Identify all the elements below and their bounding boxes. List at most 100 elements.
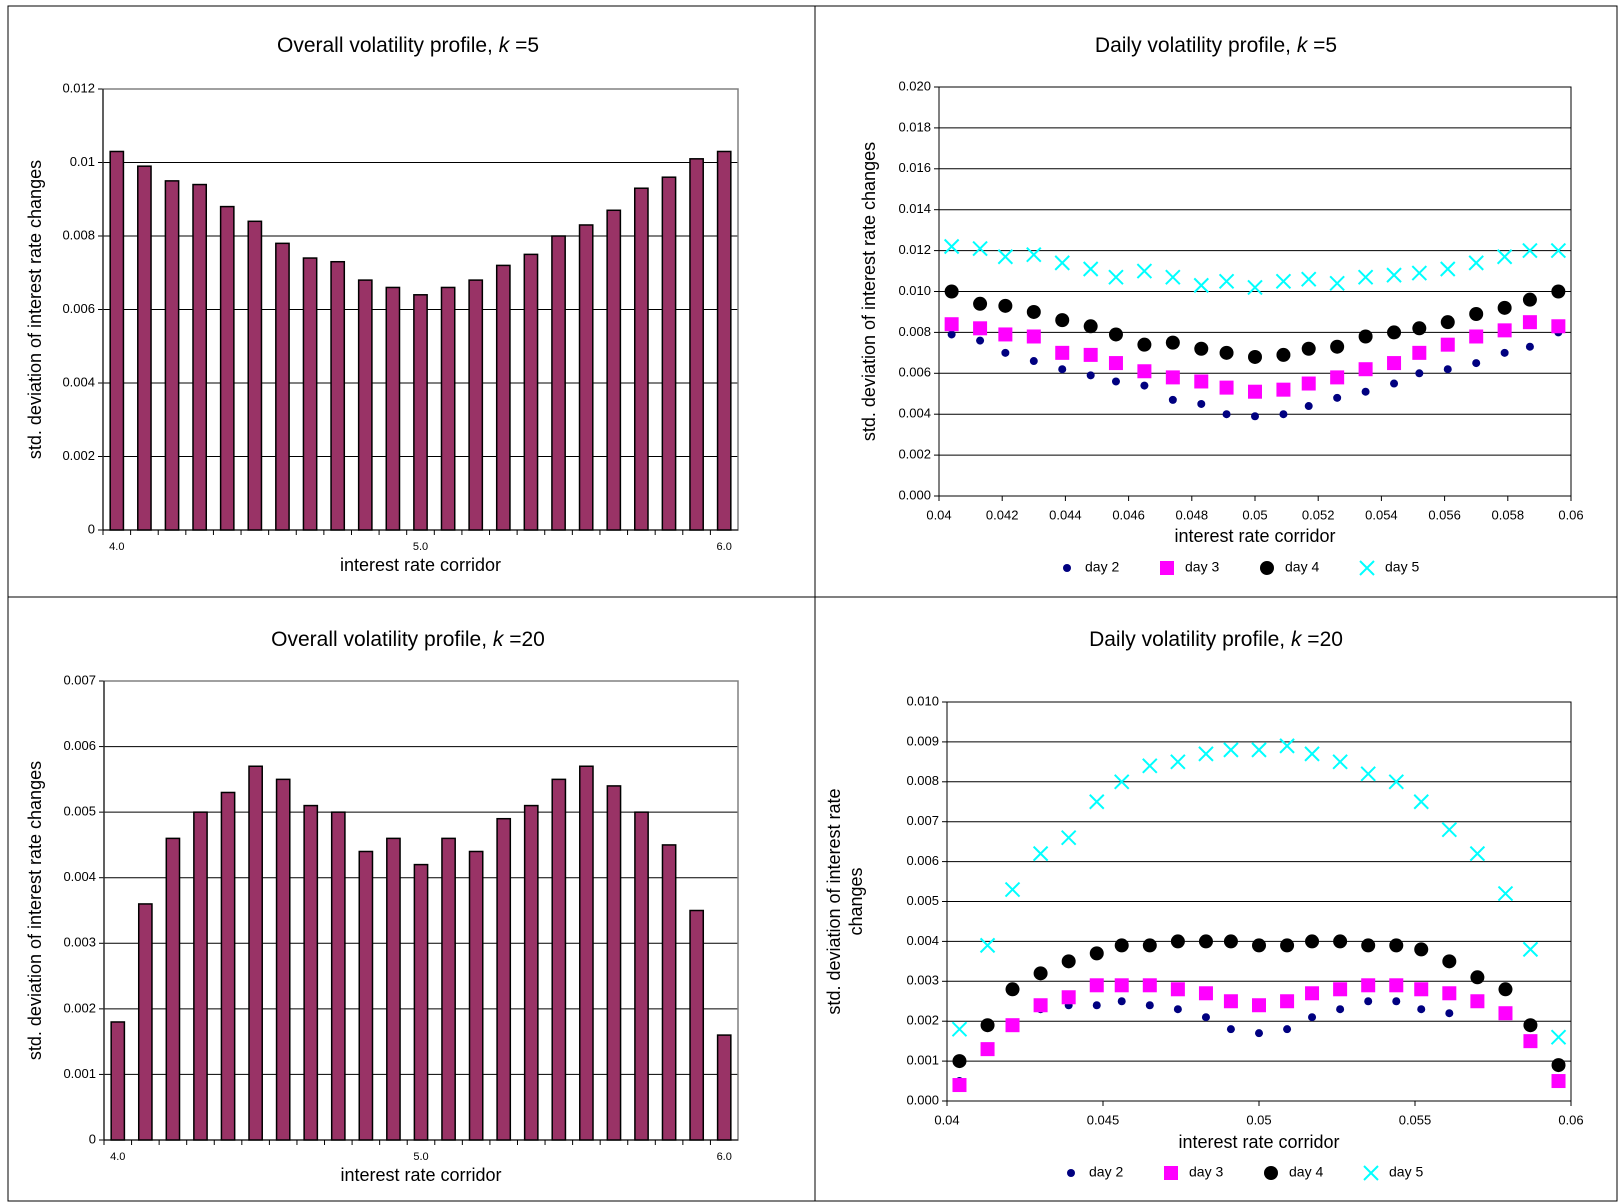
legend-label: day 4 bbox=[1285, 559, 1319, 575]
x-tick-label: 0.045 bbox=[1087, 1112, 1120, 1127]
marker bbox=[1033, 998, 1048, 1013]
marker bbox=[1194, 374, 1209, 389]
y-tick-label: 0.006 bbox=[906, 853, 939, 868]
y-tick-label: 0.001 bbox=[906, 1053, 939, 1068]
legend-label: day 5 bbox=[1385, 559, 1419, 575]
marker bbox=[1114, 774, 1130, 790]
marker bbox=[1165, 335, 1180, 350]
marker bbox=[1551, 1058, 1566, 1073]
marker bbox=[1108, 269, 1124, 285]
x-tick-label: 0.048 bbox=[1176, 507, 1209, 522]
bar bbox=[495, 264, 511, 531]
y-tick-label: 0.012 bbox=[898, 242, 931, 257]
marker bbox=[1469, 306, 1484, 321]
marker bbox=[1026, 246, 1042, 263]
marker bbox=[1308, 1013, 1317, 1022]
marker bbox=[1117, 997, 1126, 1006]
marker bbox=[1260, 561, 1274, 575]
marker bbox=[1333, 393, 1342, 402]
bar bbox=[606, 209, 622, 531]
bar bbox=[551, 778, 567, 1141]
y-tick-label: 0.018 bbox=[898, 119, 931, 134]
marker bbox=[1301, 376, 1316, 391]
marker bbox=[1114, 978, 1129, 993]
marker bbox=[1170, 934, 1185, 949]
marker bbox=[1363, 1165, 1379, 1181]
marker bbox=[1089, 978, 1104, 993]
y-tick-label: 0.008 bbox=[62, 227, 95, 242]
y-axis-label: std. deviation of interest rate changes bbox=[824, 788, 866, 1014]
marker bbox=[1280, 938, 1295, 953]
y-tick-label: 0.016 bbox=[898, 160, 931, 175]
y-tick-label: 0.003 bbox=[63, 935, 96, 950]
bar bbox=[247, 220, 263, 531]
x-tick-label: 5.0 bbox=[413, 1151, 428, 1163]
y-tick-label: 0.006 bbox=[898, 365, 931, 380]
y-tick-label: 0.004 bbox=[898, 406, 931, 421]
marker bbox=[1305, 934, 1320, 949]
marker bbox=[1497, 885, 1514, 902]
bar bbox=[578, 224, 594, 531]
marker bbox=[1160, 561, 1174, 575]
marker bbox=[1055, 345, 1070, 360]
marker bbox=[1005, 1018, 1020, 1033]
marker bbox=[1114, 938, 1129, 953]
y-tick-label: 0.006 bbox=[62, 301, 95, 316]
marker bbox=[998, 298, 1013, 313]
marker bbox=[1498, 1006, 1513, 1021]
marker bbox=[1137, 364, 1152, 379]
marker bbox=[1523, 1018, 1538, 1033]
bar bbox=[193, 811, 208, 1141]
marker bbox=[944, 284, 959, 299]
marker bbox=[1092, 1001, 1101, 1010]
bar bbox=[440, 286, 456, 531]
bar bbox=[385, 286, 401, 531]
marker bbox=[1223, 742, 1239, 758]
marker bbox=[1218, 273, 1235, 289]
marker bbox=[1219, 380, 1234, 395]
marker bbox=[1358, 362, 1373, 377]
marker bbox=[1251, 742, 1267, 758]
y-tick-label: 0.002 bbox=[906, 1013, 939, 1028]
marker bbox=[1165, 269, 1181, 285]
bar bbox=[468, 279, 484, 531]
title-part: Daily volatility profile, bbox=[1095, 34, 1297, 57]
marker bbox=[1522, 941, 1539, 958]
bar bbox=[579, 765, 594, 1141]
y-tick-label: 0.01 bbox=[70, 154, 95, 169]
marker bbox=[1414, 942, 1429, 957]
x-axis-label: interest rate corridor bbox=[340, 1165, 501, 1185]
y-tick-label: 0.003 bbox=[906, 973, 939, 988]
marker bbox=[1469, 845, 1486, 862]
marker bbox=[1336, 1005, 1345, 1014]
x-axis-label: interest rate corridor bbox=[1174, 526, 1335, 546]
legend-label: day 2 bbox=[1085, 559, 1119, 575]
legend-label: day 3 bbox=[1185, 559, 1219, 575]
bar bbox=[606, 785, 622, 1141]
marker bbox=[1304, 402, 1313, 411]
marker bbox=[1165, 370, 1180, 385]
marker bbox=[1389, 978, 1404, 993]
marker bbox=[1360, 766, 1376, 782]
marker bbox=[1276, 347, 1291, 362]
marker bbox=[1283, 1025, 1292, 1034]
x-tick-label: 4.0 bbox=[109, 541, 124, 553]
title-part: =20 bbox=[1301, 628, 1342, 651]
bar bbox=[661, 844, 677, 1141]
x-tick-label: 6.0 bbox=[717, 541, 732, 553]
marker bbox=[1525, 342, 1534, 351]
marker bbox=[944, 317, 959, 332]
marker bbox=[1264, 1166, 1278, 1180]
y-tick-label: 0.005 bbox=[63, 804, 96, 819]
marker bbox=[952, 1054, 967, 1069]
y-tick-label: 0.012 bbox=[62, 80, 95, 95]
y-axis-label: std. deviation of interest rate changes bbox=[25, 160, 45, 459]
x-tick-label: 6.0 bbox=[717, 1151, 732, 1163]
marker bbox=[951, 1021, 968, 1037]
marker bbox=[1137, 337, 1152, 352]
marker bbox=[1255, 1029, 1263, 1038]
marker bbox=[1252, 938, 1266, 953]
legend-label: day 5 bbox=[1389, 1164, 1423, 1180]
marker bbox=[1060, 829, 1077, 846]
